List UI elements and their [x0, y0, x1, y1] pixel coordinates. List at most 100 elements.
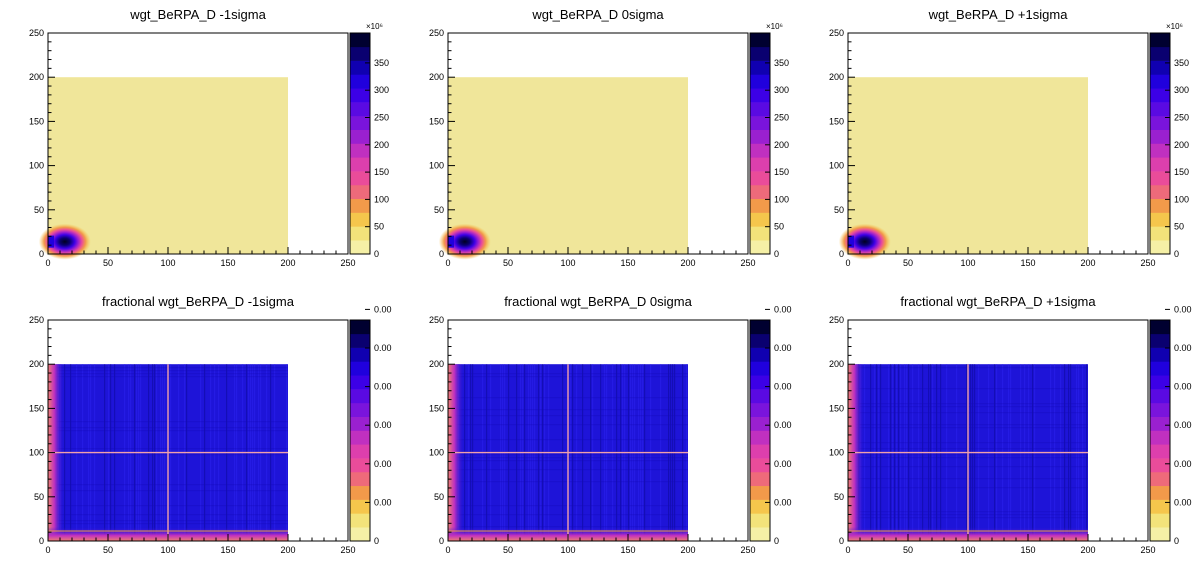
colorbar-tick-label: 0.00 [374, 304, 392, 314]
colorbar-tick-label: 50 [774, 222, 784, 232]
colorbar-cell [750, 444, 770, 459]
colorbar-tick-label: 0 [1174, 249, 1179, 259]
colorbar-cell [1150, 240, 1170, 255]
colorbar-tick-label: 50 [1174, 222, 1184, 232]
colorbar-tick-label: 0.00 [374, 459, 392, 469]
colorbar-tick-label: 0.00 [1174, 382, 1192, 392]
y-tick-label: 0 [839, 536, 844, 546]
x-tick-label: 250 [340, 258, 355, 268]
colorbar-cell [350, 143, 370, 158]
x-tick-label: 200 [1080, 258, 1095, 268]
y-tick-label: 50 [434, 205, 444, 215]
colorbar-cell [1150, 184, 1170, 200]
chart-title: wgt_BeRPA_D 0sigma [531, 7, 664, 22]
chart-panel: fractional wgt_BeRPA_D 0sigma 0 50 100 150 20… [429, 294, 792, 555]
colorbar-cell [1150, 347, 1170, 362]
colorbar-cell [1150, 74, 1170, 89]
y-tick-label: 250 [29, 28, 44, 38]
colorbar-cell [1150, 402, 1170, 417]
y-tick-label: 250 [429, 315, 444, 325]
colorbar-cell [350, 88, 370, 103]
y-tick-label: 0 [439, 536, 444, 546]
colorbar-cell [750, 389, 770, 404]
y-tick-label: 50 [434, 492, 444, 502]
colorbar-cell [1150, 320, 1170, 335]
colorbar-tick-label: 100 [374, 194, 389, 204]
plot-frame [47, 32, 349, 255]
colorbar-tick-label: 0.00 [774, 459, 792, 469]
colorbar-cell [350, 212, 370, 227]
plot-frame [847, 32, 1149, 255]
colorbar-tick-label: 100 [774, 194, 789, 204]
colorbar-cell [750, 361, 770, 376]
colorbar-frame [349, 32, 371, 255]
colorbar-cell [1150, 485, 1170, 500]
colorbar-cell [350, 198, 370, 213]
heatmap-hotspot [38, 223, 91, 260]
colorbar-tick-label: 0.00 [774, 420, 792, 430]
colorbar-cell [750, 527, 770, 542]
y-tick-label: 150 [29, 116, 44, 126]
colorbar-cell [750, 88, 770, 103]
colorbar-cell [350, 115, 370, 130]
colorbar-tick-label: 300 [774, 85, 789, 95]
y-tick-label: 200 [829, 359, 844, 369]
x-tick-label: 200 [680, 258, 695, 268]
colorbar-cell [1150, 198, 1170, 213]
colorbar-cell [350, 389, 370, 404]
colorbar-tick-label: 150 [1174, 167, 1189, 177]
colorbar-tick-label: 300 [374, 85, 389, 95]
x-tick-label: 200 [280, 258, 295, 268]
y-tick-label: 200 [829, 72, 844, 82]
y-tick-label: 50 [34, 492, 44, 502]
y-tick-label: 100 [29, 161, 44, 171]
x-tick-label: 250 [340, 545, 355, 555]
colorbar-cell [1150, 527, 1170, 542]
colorbar-tick-label: 250 [774, 113, 789, 123]
x-tick-label: 250 [1140, 545, 1155, 555]
colorbar-cell [750, 375, 770, 390]
y-tick-label: 0 [39, 536, 44, 546]
colorbar-tick-label: 50 [374, 222, 384, 232]
y-tick-label: 150 [429, 403, 444, 413]
colorbar-cell [350, 416, 370, 431]
y-tick-label: 100 [429, 448, 444, 458]
colorbar-tick-label: 0.00 [374, 420, 392, 430]
colorbar-tick-label: 0.00 [374, 343, 392, 353]
y-tick-label: 50 [834, 205, 844, 215]
colorbar-cell [750, 171, 770, 186]
colorbar-frame [349, 319, 371, 542]
colorbar-cell [750, 115, 770, 130]
colorbar-tick-label: 300 [1174, 85, 1189, 95]
colorbar-cell [1150, 389, 1170, 404]
colorbar-cell [750, 226, 770, 241]
x-tick-label: 0 [445, 258, 450, 268]
y-tick-label: 200 [29, 359, 44, 369]
x-tick-label: 200 [680, 545, 695, 555]
colorbar-frame [749, 319, 771, 542]
x-tick-label: 0 [45, 545, 50, 555]
y-tick-label: 0 [839, 249, 844, 259]
colorbar-cell [350, 60, 370, 75]
colorbar-cell [1150, 499, 1170, 514]
x-tick-label: 50 [103, 545, 113, 555]
colorbar-tick-label: 0 [374, 249, 379, 259]
y-tick-label: 0 [39, 249, 44, 259]
colorbar-cell [350, 485, 370, 500]
colorbar-cell [1150, 361, 1170, 376]
y-tick-label: 250 [829, 28, 844, 38]
colorbar-tick-label: 0.00 [374, 382, 392, 392]
y-tick-label: 100 [29, 448, 44, 458]
x-tick-label: 200 [1080, 545, 1095, 555]
chart-title: fractional wgt_BeRPA_D +1sigma [900, 294, 1096, 309]
colorbar-cell [750, 430, 770, 445]
colorbar-cell [750, 416, 770, 431]
colorbar-cell [1150, 88, 1170, 103]
colorbar-frame [1149, 32, 1171, 255]
colorbar-cell [750, 157, 770, 172]
colorbar-tick-label: 250 [374, 113, 389, 123]
colorbar-cell [350, 333, 370, 348]
plot-frame [447, 319, 749, 542]
colorbar-cell [350, 375, 370, 390]
y-tick-label: 250 [29, 315, 44, 325]
